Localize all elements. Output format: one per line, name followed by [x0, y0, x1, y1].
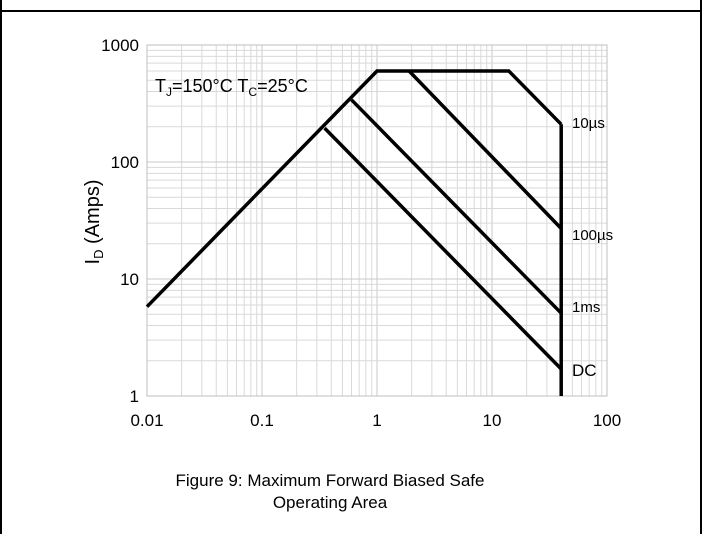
series-labels: 10µs 100µs 1ms DC — [572, 115, 613, 380]
tj-sub: J — [166, 85, 172, 99]
series-label-dc: DC — [572, 361, 597, 380]
y-tick-label: 100 — [111, 153, 139, 172]
x-tick-labels: 0.01 0.1 1 10 100 — [130, 411, 621, 430]
tc-rest: =25°C — [257, 76, 308, 96]
series-label-1ms: 1ms — [572, 299, 600, 316]
x-tick-label: 100 — [593, 411, 621, 430]
tc-sub: C — [248, 85, 257, 99]
y-axis-label-main: I — [82, 259, 104, 265]
series-label-10s: 10µs — [572, 115, 605, 132]
series-line-1ms — [350, 98, 563, 315]
series-line-10s — [145, 69, 563, 308]
series-line-dc — [323, 126, 563, 371]
y-axis-label-rest: (Amps) — [82, 180, 104, 250]
x-tick-label: 1 — [372, 411, 381, 430]
figure-caption-line1: Figure 9: Maximum Forward Biased Safe — [175, 471, 485, 490]
y-tick-labels: 1 10 100 1000 — [101, 36, 139, 406]
tj-main: T — [155, 76, 166, 96]
tj-rest: =150°C T — [172, 76, 248, 96]
frame-right-border — [700, 0, 702, 534]
y-axis-label-sub: D — [91, 250, 106, 259]
y-tick-label: 1 — [130, 387, 139, 406]
conditions-annotation: TJ=150°C TC=25°C — [155, 76, 308, 99]
figure-caption-line2: Operating Area — [272, 493, 388, 512]
y-axis-label: ID (Amps) — [82, 180, 106, 265]
series-line-100s — [407, 69, 563, 230]
y-tick-label: 10 — [120, 270, 139, 289]
series-label-100s: 100µs — [572, 227, 613, 244]
frame-left-border — [0, 0, 2, 534]
x-tick-label: 10 — [483, 411, 502, 430]
x-tick-label: 0.1 — [250, 411, 274, 430]
series-lines — [145, 69, 563, 396]
x-tick-label: 0.01 — [130, 411, 163, 430]
plot-border — [146, 44, 608, 397]
y-tick-label: 1000 — [101, 36, 139, 55]
